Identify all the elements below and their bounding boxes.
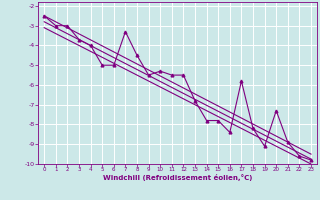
X-axis label: Windchill (Refroidissement éolien,°C): Windchill (Refroidissement éolien,°C) xyxy=(103,174,252,181)
